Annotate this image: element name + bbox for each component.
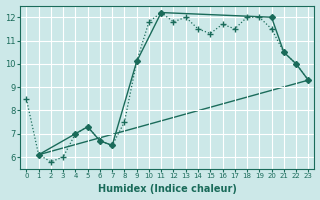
X-axis label: Humidex (Indice chaleur): Humidex (Indice chaleur) bbox=[98, 184, 237, 194]
